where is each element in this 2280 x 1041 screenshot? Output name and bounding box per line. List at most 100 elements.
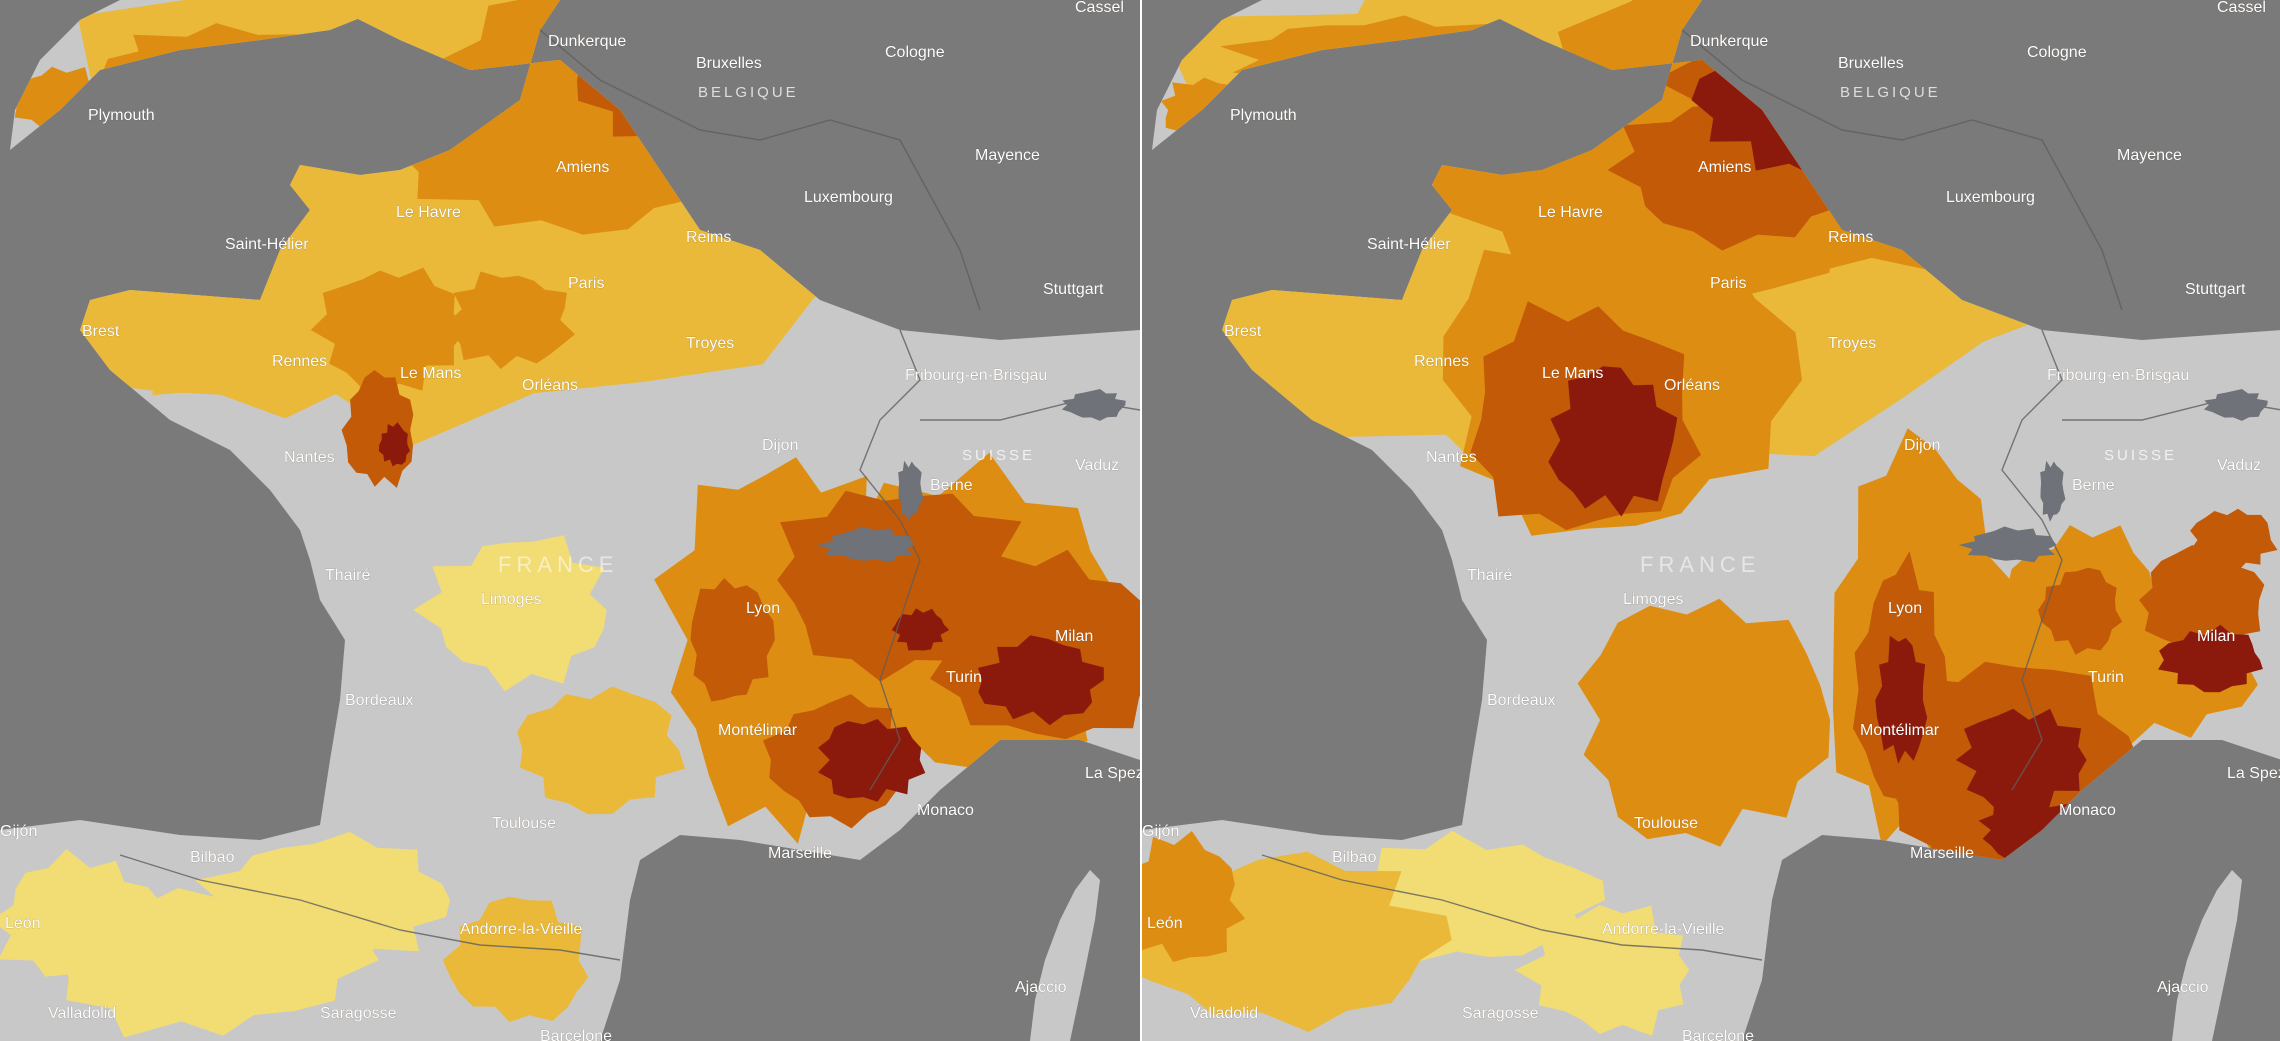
label-paris: Paris bbox=[568, 275, 604, 292]
panel-divider bbox=[1140, 0, 1142, 1041]
label-bordeaux: Bordeaux bbox=[345, 692, 414, 709]
map-panel-left: Cassel Dunkerque Bruxelles BELGIQUE Cologne P… bbox=[0, 0, 1140, 1041]
heat-zone-level-2 bbox=[442, 896, 589, 1022]
label-thaire: Thairé bbox=[1467, 567, 1512, 584]
label-leon: León bbox=[1147, 915, 1183, 932]
label-troyes: Troyes bbox=[686, 335, 734, 352]
lake-constance bbox=[2203, 389, 2268, 421]
label-le-mans: Le Mans bbox=[1542, 365, 1603, 382]
label-saint-helier: Saint-Hélier bbox=[1367, 236, 1451, 253]
label-france: FRANCE bbox=[498, 552, 618, 577]
label-montelimar: Montélimar bbox=[718, 722, 798, 739]
label-orleans: Orléans bbox=[1664, 377, 1720, 394]
label-marseille: Marseille bbox=[768, 845, 832, 862]
label-barcelone: Barcelone bbox=[540, 1028, 612, 1041]
label-mayence: Mayence bbox=[2117, 147, 2182, 164]
heat-zone-level-5 bbox=[2158, 624, 2263, 693]
map-panel-right: Cassel Dunkerque Bruxelles BELGIQUE Cologne P… bbox=[1142, 0, 2280, 1041]
label-plymouth: Plymouth bbox=[88, 107, 155, 124]
heat-zone-level-4 bbox=[2038, 567, 2123, 655]
label-brest: Brest bbox=[82, 323, 120, 340]
label-france: FRANCE bbox=[1640, 552, 1760, 577]
label-saint-helier: Saint-Hélier bbox=[225, 236, 309, 253]
label-nantes: Nantes bbox=[284, 449, 335, 466]
label-stuttgart: Stuttgart bbox=[2185, 281, 2246, 298]
heat-zone-level-5 bbox=[891, 608, 950, 651]
label-milan: Milan bbox=[1055, 628, 1093, 645]
label-nantes: Nantes bbox=[1426, 449, 1477, 466]
label-limoges: Limoges bbox=[1623, 591, 1683, 608]
label-monaco: Monaco bbox=[2059, 802, 2116, 819]
label-orleans: Orléans bbox=[522, 377, 578, 394]
label-suisse: SUISSE bbox=[962, 447, 1035, 464]
label-toulouse: Toulouse bbox=[492, 815, 556, 832]
label-fribourg: Fribourg-en-Brisgau bbox=[905, 367, 1047, 384]
label-cologne: Cologne bbox=[885, 44, 945, 61]
heat-zone-level-5 bbox=[1875, 635, 1928, 764]
label-mayence: Mayence bbox=[975, 147, 1040, 164]
label-valladolid: Valladolid bbox=[48, 1005, 116, 1022]
label-ajaccio: Ajaccio bbox=[1015, 979, 1067, 996]
label-la-spezia: La Spezia bbox=[2227, 765, 2280, 782]
label-belgique: BELGIQUE bbox=[1840, 84, 1941, 101]
heat-zone-level-3 bbox=[310, 267, 466, 398]
label-dijon: Dijon bbox=[762, 437, 798, 454]
label-gijon: Gijón bbox=[1142, 823, 1179, 840]
heat-zone-level-5 bbox=[818, 719, 926, 802]
label-vaduz: Vaduz bbox=[1075, 457, 1119, 474]
country-border bbox=[1681, 29, 2123, 311]
label-dijon: Dijon bbox=[1904, 437, 1940, 454]
label-cassel: Cassel bbox=[1075, 0, 1124, 16]
heat-zone-level-3 bbox=[1142, 831, 1246, 962]
label-turin: Turin bbox=[2088, 669, 2124, 686]
label-monaco: Monaco bbox=[917, 802, 974, 819]
lake-constance bbox=[1061, 389, 1126, 421]
label-paris: Paris bbox=[1710, 275, 1746, 292]
heat-zone-level-1 bbox=[1514, 905, 1690, 1036]
label-ajaccio: Ajaccio bbox=[2157, 979, 2209, 996]
label-dunkerque: Dunkerque bbox=[1690, 33, 1768, 50]
label-plymouth: Plymouth bbox=[1230, 107, 1297, 124]
country-border bbox=[119, 854, 621, 961]
label-milan: Milan bbox=[2197, 628, 2235, 645]
label-le-mans: Le Mans bbox=[400, 365, 461, 382]
label-leon: León bbox=[5, 915, 41, 932]
label-bordeaux: Bordeaux bbox=[1487, 692, 1556, 709]
heat-zone-level-4 bbox=[2190, 508, 2278, 572]
heat-zone-level-1 bbox=[0, 849, 163, 982]
label-toulouse: Toulouse bbox=[1634, 815, 1698, 832]
heat-zone-level-5 bbox=[378, 422, 410, 467]
lake-neuchatel bbox=[898, 460, 924, 522]
label-bilbao: Bilbao bbox=[1332, 849, 1377, 866]
label-vaduz: Vaduz bbox=[2217, 457, 2261, 474]
heat-zone-level-3 bbox=[1577, 598, 1831, 847]
heat-zone-level-5 bbox=[1548, 366, 1678, 517]
label-cologne: Cologne bbox=[2027, 44, 2087, 61]
heat-zone-level-5 bbox=[978, 635, 1104, 726]
country-border bbox=[539, 29, 981, 311]
label-valladolid: Valladolid bbox=[1190, 1005, 1258, 1022]
label-reims: Reims bbox=[1828, 229, 1873, 246]
label-montelimar: Montélimar bbox=[1860, 722, 1940, 739]
heat-zone-level-5 bbox=[1955, 708, 2087, 814]
label-barcelone: Barcelone bbox=[1682, 1028, 1754, 1041]
label-bruxelles: Bruxelles bbox=[696, 55, 762, 72]
label-cassel: Cassel bbox=[2217, 0, 2266, 16]
country-border bbox=[1261, 854, 1763, 961]
heat-zone-level-1 bbox=[413, 535, 607, 692]
label-suisse: SUISSE bbox=[2104, 447, 2177, 464]
label-lyon: Lyon bbox=[746, 600, 780, 617]
label-bruxelles: Bruxelles bbox=[1838, 55, 1904, 72]
label-andorre: Andorre-la-Vieille bbox=[460, 921, 583, 938]
label-fribourg: Fribourg-en-Brisgau bbox=[2047, 367, 2189, 384]
label-stuttgart: Stuttgart bbox=[1043, 281, 1104, 298]
label-troyes: Troyes bbox=[1828, 335, 1876, 352]
label-saragosse: Saragosse bbox=[320, 1005, 397, 1022]
heat-zone-level-4 bbox=[690, 578, 775, 702]
label-luxembourg: Luxembourg bbox=[804, 189, 893, 206]
label-rennes: Rennes bbox=[272, 353, 327, 370]
heat-map-svg: Cassel Dunkerque Bruxelles BELGIQUE Cologne P… bbox=[0, 0, 1140, 1041]
label-berne: Berne bbox=[2072, 477, 2115, 494]
label-amiens: Amiens bbox=[1698, 159, 1751, 176]
lake-geneva bbox=[1958, 526, 2057, 563]
